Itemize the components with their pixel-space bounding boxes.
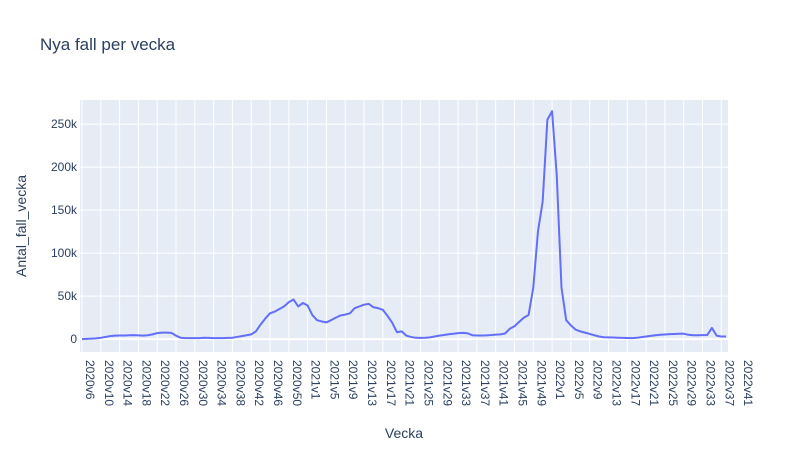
x-tick-label: 2021v13 — [365, 360, 379, 406]
x-tick-label: 2020v18 — [139, 360, 153, 406]
x-tick-label: 2020v22 — [158, 360, 172, 406]
x-tick-label: 2020v30 — [196, 360, 210, 406]
y-tick-label: 50k — [58, 289, 78, 303]
x-tick-label: 2020v10 — [102, 360, 116, 406]
x-tick-label: 2022v5 — [572, 360, 586, 400]
x-axis-title: Vecka — [385, 425, 423, 441]
x-tick-label: 2020v46 — [271, 360, 285, 406]
x-tick-label: 2020v26 — [177, 360, 191, 406]
x-tick-label: 2022v33 — [703, 360, 717, 406]
x-tick-label: 2021v49 — [534, 360, 548, 406]
x-tick-label: 2020v34 — [215, 360, 229, 406]
x-tick-label: 2021v37 — [478, 360, 492, 406]
x-tick-label: 2022v1 — [553, 360, 567, 400]
x-tick-label: 2022v9 — [591, 360, 605, 400]
plot-area — [80, 100, 728, 352]
x-tick-label: 2022v29 — [685, 360, 699, 406]
grid-lines — [80, 100, 741, 352]
y-axis-title: Antal_fall_vecka — [13, 175, 29, 277]
x-tick-label: 2021v41 — [497, 360, 511, 406]
x-tick-label: 2020v50 — [290, 360, 304, 406]
x-tick-label: 2020v38 — [233, 360, 247, 406]
x-tick-label: 2021v33 — [459, 360, 473, 406]
x-tick-label: 2020v14 — [121, 360, 135, 406]
x-tick-label: 2020v42 — [252, 360, 266, 406]
x-tick-label: 2021v21 — [403, 360, 417, 406]
y-tick-label: 150k — [51, 203, 78, 217]
series-line — [81, 110, 726, 341]
x-tick-label: 2021v45 — [515, 360, 529, 406]
y-tick-label: 200k — [51, 160, 78, 174]
y-axis-ticks: 0 50k 100k 150k 200k 250k — [51, 117, 78, 346]
x-tick-label: 2022v25 — [666, 360, 680, 406]
x-tick-label: 2022v21 — [647, 360, 661, 406]
y-tick-label: 100k — [51, 246, 78, 260]
x-tick-label: 2021v1 — [309, 360, 323, 400]
x-tick-label: 2021v25 — [421, 360, 435, 406]
y-tick-label: 250k — [51, 117, 78, 131]
x-axis-ticks: 2020v6 2020v10 2020v14 2020v18 2020v22 2020v2… — [83, 360, 755, 406]
x-tick-label: 2021v17 — [384, 360, 398, 406]
x-tick-label: 2021v29 — [440, 360, 454, 406]
y-tick-label: 0 — [70, 332, 77, 346]
x-tick-label: 2021v9 — [346, 360, 360, 400]
x-tick-label: 2020v6 — [83, 360, 97, 400]
x-tick-label: 2022v17 — [628, 360, 642, 406]
x-tick-label: 2022v13 — [609, 360, 623, 406]
x-tick-label: 2022v41 — [741, 360, 755, 406]
x-tick-label: 2022v37 — [722, 360, 736, 406]
x-tick-label: 2021v5 — [327, 360, 341, 400]
chart-title: Nya fall per vecka — [40, 35, 176, 54]
